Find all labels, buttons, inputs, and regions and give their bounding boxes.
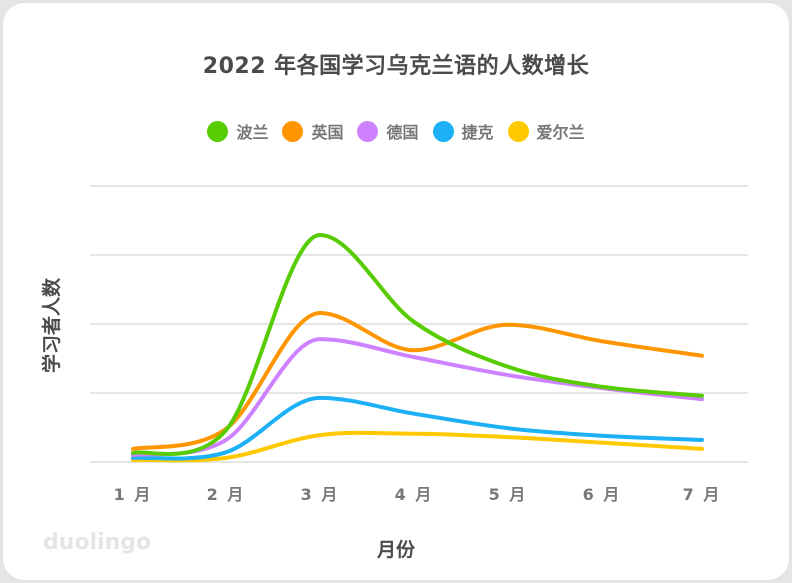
x-tick-label: 6 月 [582,485,622,504]
series-line [131,395,704,461]
legend-item-czechia[interactable]: 捷克 [432,119,494,143]
x-axis-ticks: 1 月 2 月 3 月 4 月 5 月 6 月 7 月 [0,481,792,505]
duolingo-logo: duolingo [43,530,152,555]
series-line [131,430,704,463]
legend-dot-icon [357,120,379,142]
legend-item-uk[interactable]: 英国 [282,119,343,143]
series-line [131,310,704,451]
legend-label: 德国 [386,123,419,142]
legend-label: 波兰 [236,123,269,142]
legend-dot-icon [507,120,529,142]
legend-dot-icon [432,120,454,142]
legend-label: 爱尔兰 [536,123,585,142]
series-lines [131,232,704,463]
legend-dot-icon [207,120,229,142]
x-tick-label: 5 月 [488,485,528,504]
x-tick-label: 7 月 [682,485,722,504]
legend-item-germany[interactable]: 德国 [357,119,419,143]
series-line [131,232,704,456]
legend-label: 捷克 [461,123,494,142]
x-tick-label: 4 月 [394,485,434,504]
chart-title: 2022 年各国学习乌克兰语的人数增长 [202,54,590,79]
legend-label: 英国 [311,123,344,142]
legend-item-ireland[interactable]: 爱尔兰 [507,119,585,143]
x-axis-label: 月份 [376,539,415,561]
legend-dot-icon [282,120,304,142]
x-tick-label: 1 月 [113,485,153,504]
legend-item-poland[interactable]: 波兰 [207,119,268,143]
x-tick-label: 3 月 [300,485,340,504]
legend: 波兰 英国 德国 捷克 爱尔兰 [0,119,792,143]
x-tick-label: 2 月 [206,485,246,504]
